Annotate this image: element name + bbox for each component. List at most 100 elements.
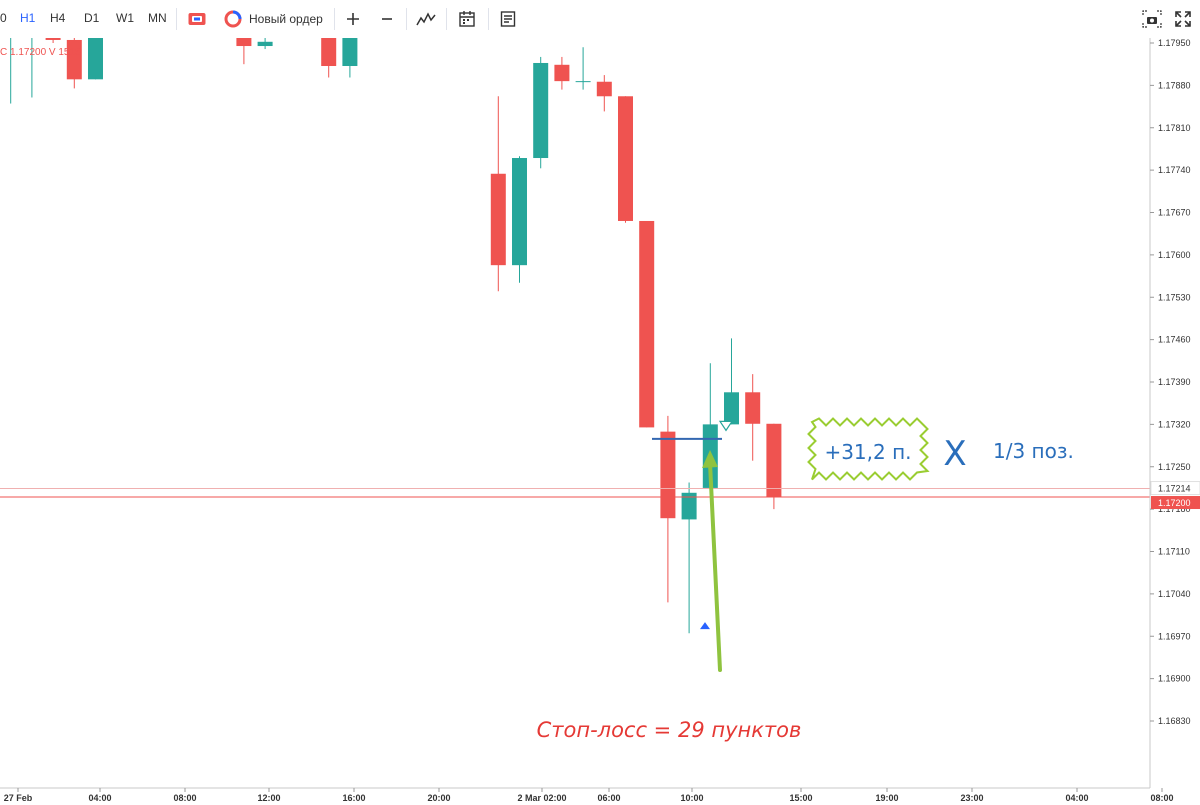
indicators-icon	[416, 12, 436, 26]
price-tick-label: 1.17740	[1158, 165, 1191, 175]
toolbar-divider	[334, 8, 335, 30]
candle	[618, 96, 633, 223]
current-price-tag	[1151, 496, 1200, 510]
document-icon	[500, 11, 516, 27]
candle	[45, 38, 61, 43]
timeframe-h1[interactable]: H1	[20, 11, 36, 25]
price-tick-label: 1.17670	[1158, 208, 1191, 218]
candle-body	[766, 423, 782, 498]
candle	[512, 156, 527, 283]
timeframe-d1[interactable]: D1	[84, 11, 100, 25]
zoom-out-button[interactable]	[379, 6, 395, 32]
buy-marker-icon	[700, 622, 710, 630]
bid-price-tag	[1150, 481, 1200, 496]
candle-body	[745, 392, 761, 424]
candle-body	[554, 64, 570, 82]
candle	[681, 482, 697, 634]
stop-loss-label: Стоп-лосс = 29 пунктов	[537, 718, 802, 742]
minus-icon	[382, 18, 392, 20]
candle	[66, 38, 82, 89]
price-tick-label: 1.17250	[1158, 462, 1191, 472]
candle-body	[533, 62, 549, 159]
time-tick-label: 15:00	[789, 793, 812, 803]
price-tick-label: 1.16970	[1158, 631, 1191, 641]
candle	[596, 75, 612, 112]
arrow-head-icon	[702, 450, 718, 468]
profit-label-box	[807, 417, 930, 481]
chart-type-icon	[188, 13, 206, 25]
new-order-icon	[224, 10, 242, 28]
camera-icon	[1142, 10, 1162, 28]
candle	[490, 96, 506, 292]
candle-body	[321, 38, 337, 67]
timeframe-h4[interactable]: H4	[50, 11, 66, 25]
zoom-in-button[interactable]	[345, 6, 361, 32]
toolbar-divider	[488, 8, 489, 30]
candle	[724, 338, 739, 425]
candle	[766, 423, 782, 510]
calendar-button[interactable]	[458, 6, 476, 32]
plus-icon	[347, 13, 359, 25]
time-tick-label: 08:00	[173, 793, 196, 803]
time-tick-label: 06:00	[597, 793, 620, 803]
time-tick-label: 08:00	[1150, 793, 1173, 803]
time-tick-label: 10:00	[680, 793, 703, 803]
price-tick-label: 1.16900	[1158, 674, 1191, 684]
candle	[257, 38, 273, 50]
price-tick-label: 1.17950	[1158, 38, 1191, 48]
toolbar-divider	[446, 8, 447, 30]
candle	[236, 38, 252, 65]
timeframe-partial[interactable]: 0	[0, 11, 7, 25]
price-tick-label: 1.17390	[1158, 377, 1191, 387]
candle-body	[639, 220, 655, 428]
indicators-button[interactable]	[416, 6, 436, 32]
sell-triangle	[718, 420, 734, 432]
ohlc-readout: C 1.17200 V 1515	[0, 47, 81, 58]
sell-marker-icon	[718, 420, 734, 432]
price-tick-label: 1.17320	[1158, 419, 1191, 429]
candle-body	[618, 96, 633, 221]
time-tick-label: 16:00	[342, 793, 365, 803]
new-order-label: Новый ордер	[249, 12, 323, 26]
candle	[554, 56, 570, 90]
time-tick-label: 19:00	[875, 793, 898, 803]
candles	[10, 38, 782, 634]
price-tick-label: 1.17110	[1158, 547, 1190, 557]
timeframe-w1[interactable]: W1	[116, 11, 134, 25]
time-tick-label: 27 Feb	[4, 793, 33, 803]
toolbar-divider	[406, 8, 407, 30]
notes-button[interactable]	[499, 6, 517, 32]
price-tick-label: 1.17040	[1158, 589, 1191, 599]
candle	[639, 220, 655, 428]
calendar-icon	[459, 11, 475, 27]
candle-body	[575, 81, 591, 83]
candle-body	[490, 173, 506, 266]
time-tick-label: 04:00	[1065, 793, 1088, 803]
price-tick-label: 1.17600	[1158, 250, 1191, 260]
screenshot-button[interactable]	[1142, 6, 1162, 32]
candle-body	[596, 81, 612, 97]
toolbar-divider	[176, 8, 177, 30]
price-tick-label: 1.17530	[1158, 292, 1191, 302]
time-tick-label: 12:00	[257, 793, 280, 803]
price-tick-label: 1.17810	[1158, 123, 1191, 133]
candle	[745, 374, 761, 461]
time-tick-label: 23:00	[960, 793, 983, 803]
timeframe-mn[interactable]: MN	[148, 11, 167, 25]
candle-body	[257, 41, 273, 47]
new-order-button[interactable]: Новый ордер	[224, 6, 323, 32]
candle-body	[66, 39, 82, 80]
fullscreen-button[interactable]	[1174, 6, 1192, 32]
price-tick-label: 1.17460	[1158, 335, 1191, 345]
price-chart[interactable]: 1.17950 1.17880 1.17810 1.17740 1.17670 1.176…	[0, 38, 1200, 805]
candle-body	[342, 38, 358, 67]
time-tick-label: 04:00	[88, 793, 111, 803]
time-tick-label: 2 Mar 02:00	[517, 793, 566, 803]
candle	[533, 56, 549, 169]
close-mark: X	[943, 434, 966, 474]
bid-price-label: 1.17214	[1158, 484, 1191, 494]
price-tick-label: 1.16830	[1158, 716, 1191, 726]
candle-body	[512, 158, 527, 266]
candle-body	[236, 38, 252, 47]
chart-type-button[interactable]	[188, 6, 206, 32]
